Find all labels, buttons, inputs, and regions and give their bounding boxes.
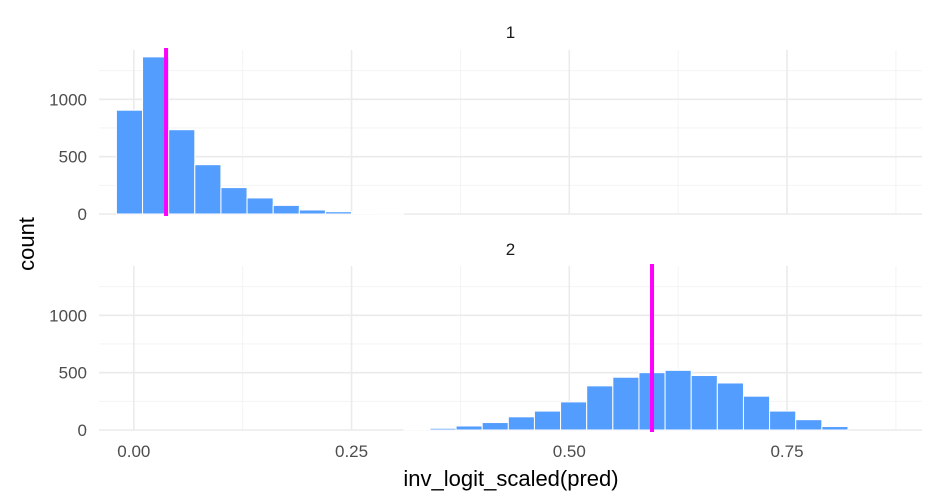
histogram-bar [272, 204, 300, 215]
histogram-bar [586, 385, 614, 431]
histogram-bar [351, 212, 379, 215]
histogram-bar [742, 395, 771, 431]
x-tick-label: 0.25 [335, 442, 368, 461]
histogram-bar [168, 129, 196, 215]
y-tick-label: 1000 [49, 90, 87, 109]
histogram-bar [246, 197, 274, 215]
y-tick-label: 500 [59, 148, 87, 167]
x-tick-label: 0.75 [770, 442, 803, 461]
x-axis-ticks: 0.00 0.25 0.50 0.75 [117, 442, 803, 461]
histogram-bar [690, 375, 718, 431]
y-tick-label: 0 [78, 205, 87, 224]
histogram-bar [533, 410, 562, 431]
histogram-bar [481, 422, 509, 431]
histogram-bar [298, 209, 326, 215]
histogram-bar [194, 164, 222, 215]
histogram-bar [429, 427, 457, 431]
facet-panels: 0 500 1000 1 0 500 1000 2 [49, 23, 922, 440]
histogram-bar [324, 211, 353, 215]
histogram-bar [115, 109, 144, 215]
y-tick-label: 1000 [49, 306, 87, 325]
histogram-bar [560, 401, 588, 431]
y-tick-label: 500 [59, 364, 87, 383]
x-tick-label: 0.00 [117, 442, 150, 461]
histogram-bar [664, 369, 692, 431]
x-tick-label: 0.50 [553, 442, 586, 461]
facet-panel-2: 0 500 1000 2 [49, 240, 922, 440]
histogram-bar [612, 376, 640, 431]
histogram-bar [769, 410, 797, 431]
histogram-bar [403, 428, 431, 431]
y-tick-label: 0 [78, 421, 87, 440]
facet-strip-label: 1 [506, 23, 515, 42]
x-axis-title: inv_logit_scaled(pred) [403, 466, 618, 491]
histogram-bar [455, 425, 483, 431]
histogram-bar [821, 426, 849, 431]
facet-panel-1: 0 500 1000 1 [49, 23, 922, 224]
histogram-bar [716, 382, 744, 431]
y-axis-title: count [14, 217, 39, 271]
histogram-bar [507, 416, 535, 431]
facet-strip-label: 2 [506, 240, 515, 259]
histogram-bar [795, 419, 823, 431]
histogram-bar [220, 187, 248, 215]
